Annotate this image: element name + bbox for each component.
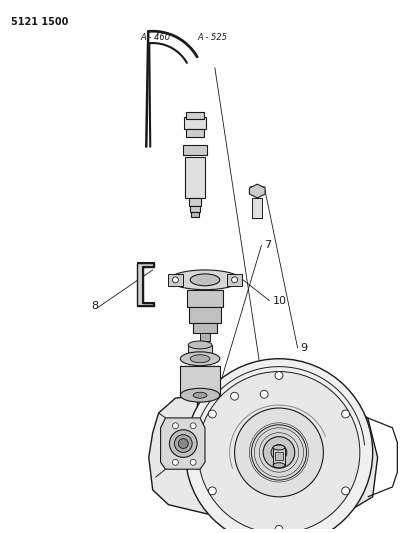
Polygon shape (137, 263, 154, 306)
Bar (187, 289, 223, 308)
Circle shape (208, 410, 216, 418)
Ellipse shape (273, 463, 285, 468)
Circle shape (341, 410, 350, 418)
Bar (180, 366, 220, 395)
Bar (186, 129, 204, 137)
Bar (191, 212, 199, 217)
Polygon shape (161, 418, 205, 469)
Bar (275, 453, 283, 461)
Polygon shape (149, 391, 377, 516)
Circle shape (251, 425, 306, 480)
Bar (188, 345, 212, 359)
Circle shape (190, 459, 196, 465)
Text: A - 525: A - 525 (197, 33, 227, 42)
Circle shape (174, 435, 192, 453)
Bar (189, 198, 201, 206)
Bar (190, 206, 200, 212)
Circle shape (190, 423, 196, 429)
Text: 10: 10 (273, 296, 286, 305)
Ellipse shape (180, 389, 220, 402)
Circle shape (173, 277, 178, 283)
Ellipse shape (188, 341, 212, 349)
Text: 8: 8 (91, 301, 98, 311)
Circle shape (231, 392, 239, 400)
Bar (193, 323, 217, 333)
Circle shape (271, 445, 287, 461)
Text: 9: 9 (301, 343, 308, 353)
Circle shape (263, 437, 295, 468)
Circle shape (235, 408, 324, 497)
Bar (168, 274, 183, 286)
Circle shape (260, 390, 268, 398)
Bar (183, 144, 207, 155)
Text: 2: 2 (275, 443, 282, 453)
Circle shape (173, 459, 178, 465)
Text: 5121 1500: 5121 1500 (11, 18, 68, 27)
Bar (185, 157, 205, 198)
Bar (186, 112, 204, 119)
Ellipse shape (180, 352, 220, 366)
Text: A - 460: A - 460 (141, 33, 171, 42)
Circle shape (341, 487, 350, 495)
Circle shape (232, 277, 237, 283)
Circle shape (198, 372, 360, 533)
Bar (200, 333, 210, 341)
Bar (184, 117, 206, 129)
Polygon shape (249, 184, 265, 198)
Ellipse shape (190, 355, 210, 362)
Circle shape (185, 359, 373, 533)
Bar (227, 274, 242, 286)
Circle shape (275, 372, 283, 379)
Circle shape (169, 430, 197, 457)
Ellipse shape (193, 392, 207, 398)
Circle shape (208, 487, 216, 495)
Ellipse shape (273, 445, 285, 450)
Bar (252, 198, 262, 217)
Bar (273, 448, 285, 465)
Ellipse shape (190, 274, 220, 286)
Ellipse shape (169, 270, 240, 289)
Circle shape (178, 439, 188, 448)
Circle shape (275, 526, 283, 533)
Bar (189, 308, 221, 323)
Circle shape (173, 423, 178, 429)
Text: 7: 7 (264, 240, 271, 251)
